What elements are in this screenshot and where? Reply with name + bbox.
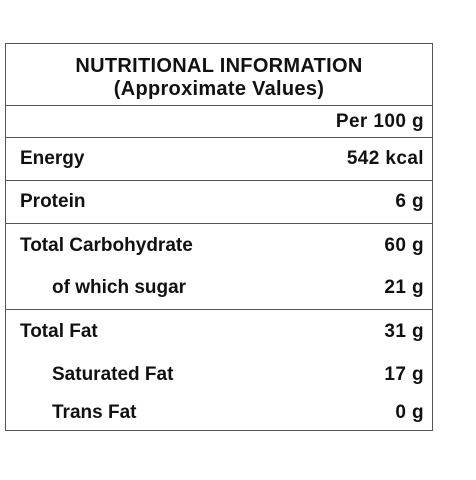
table-row-sugar: of which sugar 21 g: [6, 267, 432, 310]
row-value: 6 g: [395, 191, 424, 212]
row-value: 542 kcal: [346, 148, 424, 169]
row-label: Total Carbohydrate: [20, 234, 193, 256]
table-title: NUTRITIONAL INFORMATION: [75, 55, 363, 77]
row-label: Trans Fat: [52, 402, 137, 423]
table-subtitle: (Approximate Values): [113, 78, 325, 100]
table-row-protein: Protein 6 g: [6, 181, 432, 224]
table-row-trans-fat: Trans Fat 0 g: [6, 396, 432, 430]
table-row-total-fat: Total Fat 31 g: [6, 310, 432, 353]
table-header: NUTRITIONAL INFORMATION (Approximate Val…: [6, 44, 432, 106]
row-value: 21 g: [384, 277, 424, 298]
row-label: Protein: [20, 191, 86, 212]
nutrition-table: NUTRITIONAL INFORMATION (Approximate Val…: [5, 43, 433, 431]
table-row-saturated-fat: Saturated Fat 17 g: [6, 353, 432, 396]
row-value: 60 g: [384, 234, 424, 256]
row-value: 17 g: [384, 363, 424, 385]
row-label: Saturated Fat: [52, 363, 174, 385]
row-label: of which sugar: [52, 277, 187, 298]
column-header-row: Per 100 g: [6, 106, 432, 138]
table-row-total-carbohydrate: Total Carbohydrate 60 g: [6, 224, 432, 267]
column-header-per-100g: Per 100 g: [335, 110, 424, 132]
row-value: 31 g: [384, 320, 424, 342]
row-value: 0 g: [395, 402, 424, 423]
table-row-energy: Energy 542 kcal: [6, 138, 432, 181]
row-label: Total Fat: [20, 320, 98, 342]
row-label: Energy: [20, 148, 85, 169]
